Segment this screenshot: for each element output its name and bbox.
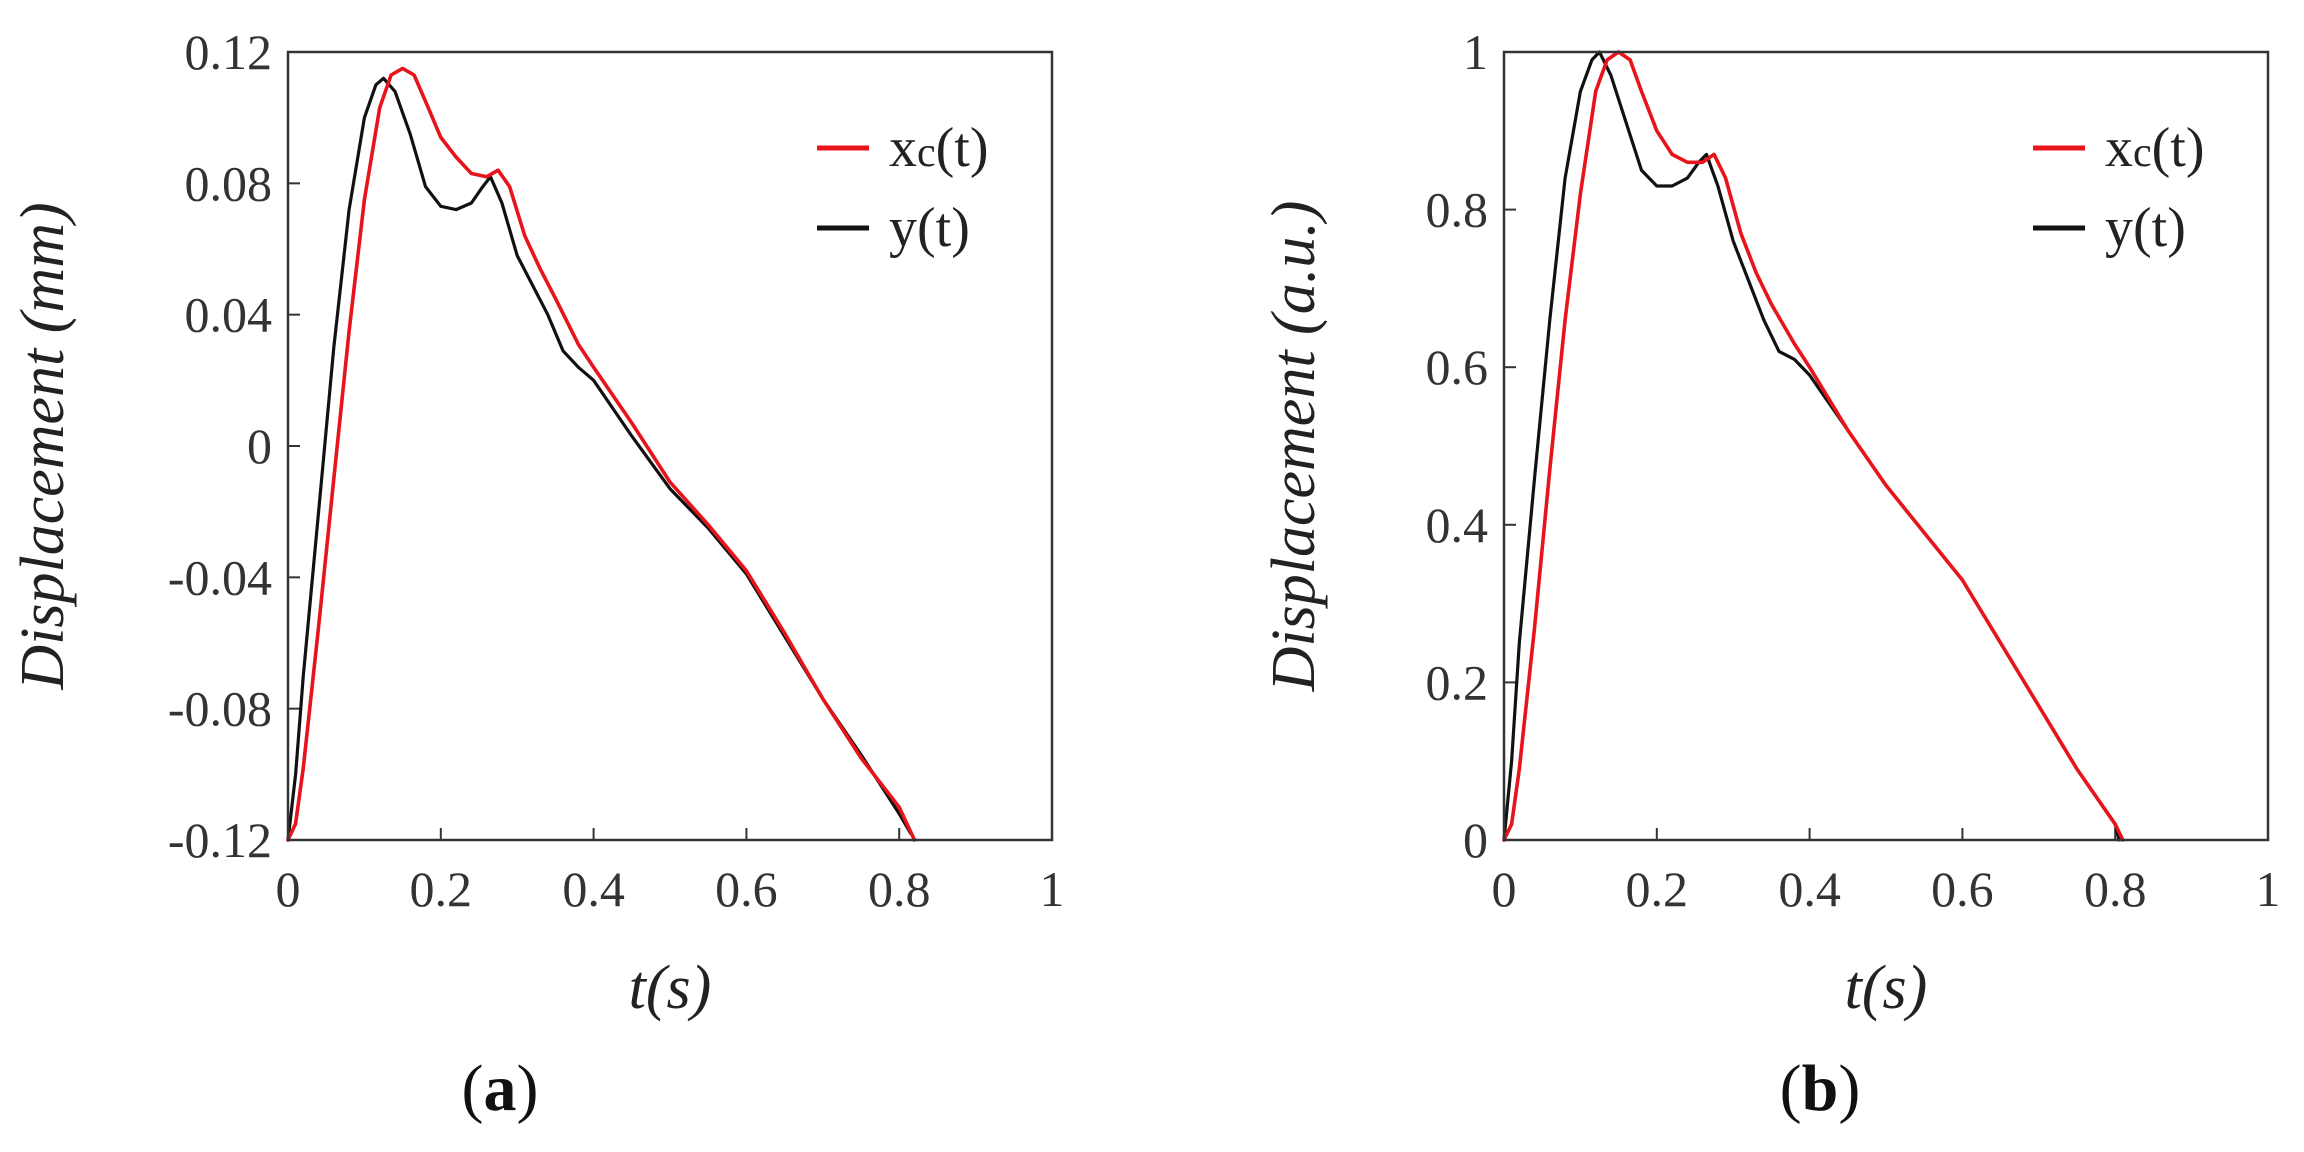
legend-xc-tail: (t) bbox=[936, 117, 989, 179]
legend-xc-sub: c bbox=[2133, 130, 2152, 176]
legend-xc-sub: c bbox=[917, 130, 936, 176]
panel-b-x-tick-label: 0.6 bbox=[1931, 861, 1994, 917]
panel-a-label-close: ) bbox=[517, 1052, 539, 1125]
panel-b-x-tick-label: 0.4 bbox=[1778, 861, 1841, 917]
panel-a-series-y-line bbox=[286, 76, 913, 842]
panel-a-x-axis-label: t(s) bbox=[629, 954, 712, 1022]
panel-b-label-open: ( bbox=[1780, 1052, 1802, 1125]
panel-b-label-close: ) bbox=[1838, 1052, 1860, 1125]
panel-a-x-tick-label: 0.2 bbox=[410, 861, 473, 917]
panel-a-series-xc-line bbox=[286, 66, 917, 842]
panel-a-axes-frame bbox=[286, 50, 1054, 842]
panel-a-y-tick-label: -0.12 bbox=[168, 812, 272, 868]
panel-a-y-tick-label: -0.08 bbox=[168, 681, 272, 737]
chart-panel-a: 0 0.2 0.4 0.6 0.8 1 -0.12 -0.08 -0.04 0 0.04 0.08 0.… bbox=[9, 24, 1065, 1125]
panel-a-y-axis-label: Displacement (mm) bbox=[9, 202, 77, 690]
panel-a-x-tick-label: 0.4 bbox=[562, 861, 625, 917]
panel-b-series-xc-line bbox=[1502, 50, 2125, 842]
panel-b-ticks: 0 0.2 0.4 0.6 0.8 1 0 0.2 0.4 0.6 0.8 1 bbox=[1426, 24, 2281, 917]
panel-b-legend-label-y: y(t) bbox=[2105, 197, 2186, 259]
legend-xc-main: x bbox=[2105, 117, 2133, 179]
panel-b-y-tick-label: 1 bbox=[1463, 24, 1488, 80]
chart-panel-b: 0 0.2 0.4 0.6 0.8 1 0 0.2 0.4 0.6 0.8 1 Displacemen… bbox=[1260, 24, 2281, 1125]
panel-a-x-tick-label: 0 bbox=[276, 861, 301, 917]
panel-a-label-letter: a bbox=[484, 1052, 517, 1125]
panel-a-y-tick-label: 0.08 bbox=[185, 155, 273, 211]
panel-a-y-tick-label: 0.04 bbox=[185, 287, 273, 343]
panel-b-x-tick-label: 1 bbox=[2256, 861, 2281, 917]
panel-a-label: (a) bbox=[462, 1052, 539, 1125]
panel-b-legend-label-xc: xc(t) bbox=[2105, 117, 2205, 179]
panel-b-label-letter: b bbox=[1802, 1052, 1839, 1125]
panel-b-y-tick-label: 0.4 bbox=[1426, 497, 1489, 553]
panel-b-label: (b) bbox=[1780, 1052, 1861, 1125]
panel-b-y-tick-label: 0.2 bbox=[1426, 654, 1489, 710]
panel-b-legend: xc(t) y(t) bbox=[2033, 117, 2205, 259]
panel-a-ticks: 0 0.2 0.4 0.6 0.8 1 -0.12 -0.08 -0.04 0 0.04 0.08 0.… bbox=[168, 24, 1065, 917]
panel-b-x-tick-label: 0 bbox=[1492, 861, 1517, 917]
panel-a-legend-label-xc: xc(t) bbox=[889, 117, 989, 179]
panel-a-x-tick-label: 1 bbox=[1040, 861, 1065, 917]
panel-b-y-tick-label: 0.6 bbox=[1426, 339, 1489, 395]
panel-b-series-y-line bbox=[1502, 50, 2121, 842]
panel-a-x-tick-label: 0.6 bbox=[715, 861, 778, 917]
legend-xc-tail: (t) bbox=[2152, 117, 2205, 179]
panel-a-y-tick-label: -0.04 bbox=[168, 549, 272, 605]
panel-b-series bbox=[1502, 50, 2125, 842]
legend-xc-main: x bbox=[889, 117, 917, 179]
panel-a-series bbox=[286, 66, 917, 842]
panel-b-axes-frame bbox=[1502, 50, 2270, 842]
panel-a-y-tick-label: 0.12 bbox=[185, 24, 273, 80]
panel-b-x-axis-label: t(s) bbox=[1845, 954, 1928, 1022]
panel-a-y-tick-label: 0 bbox=[247, 418, 272, 474]
panel-a-legend: xc(t) y(t) bbox=[817, 117, 989, 259]
panel-a-legend-label-y: y(t) bbox=[889, 197, 970, 259]
panel-b-y-tick-label: 0 bbox=[1463, 812, 1488, 868]
panel-b-y-tick-label: 0.8 bbox=[1426, 182, 1489, 238]
panel-a-label-open: ( bbox=[462, 1052, 484, 1125]
panel-b-x-tick-label: 0.8 bbox=[2084, 861, 2147, 917]
panel-a-x-tick-label: 0.8 bbox=[868, 861, 931, 917]
panel-b-y-axis-label: Displacement (a.u.) bbox=[1260, 201, 1328, 693]
panel-b-x-tick-label: 0.2 bbox=[1626, 861, 1689, 917]
